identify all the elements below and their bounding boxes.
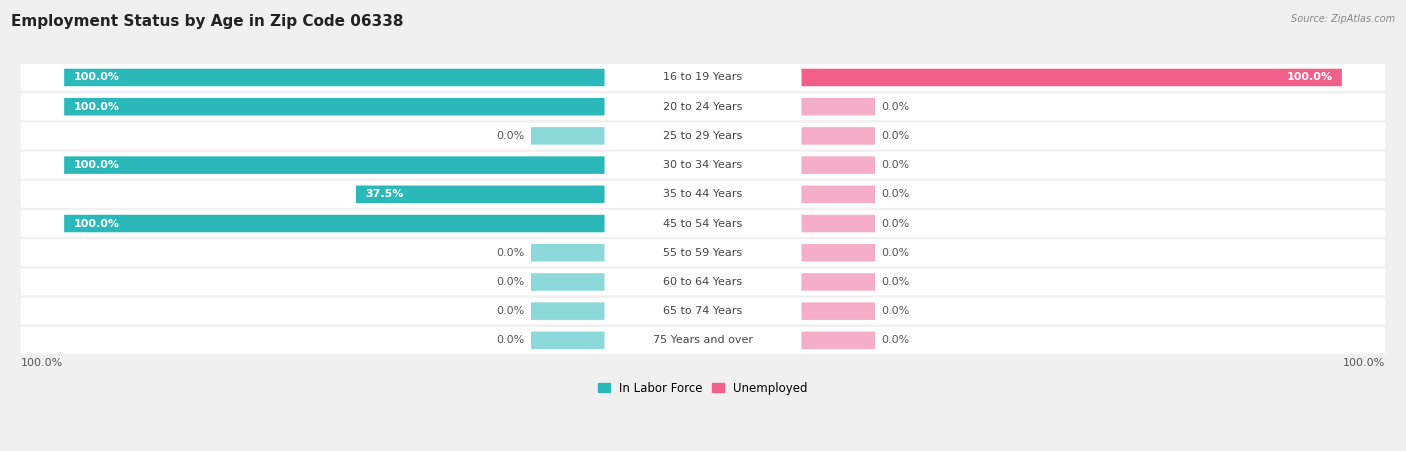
FancyBboxPatch shape	[605, 185, 801, 203]
Text: 0.0%: 0.0%	[882, 277, 910, 287]
Text: Source: ZipAtlas.com: Source: ZipAtlas.com	[1291, 14, 1395, 23]
Text: 100.0%: 100.0%	[73, 219, 120, 229]
Text: 0.0%: 0.0%	[496, 336, 524, 345]
FancyBboxPatch shape	[65, 156, 605, 174]
FancyBboxPatch shape	[531, 127, 605, 145]
Text: 0.0%: 0.0%	[882, 189, 910, 199]
FancyBboxPatch shape	[605, 127, 801, 145]
Text: 0.0%: 0.0%	[496, 248, 524, 258]
FancyBboxPatch shape	[605, 215, 801, 232]
Text: 45 to 54 Years: 45 to 54 Years	[664, 219, 742, 229]
Text: 30 to 34 Years: 30 to 34 Years	[664, 160, 742, 170]
Text: 0.0%: 0.0%	[882, 102, 910, 112]
Text: 37.5%: 37.5%	[366, 189, 404, 199]
Text: 100.0%: 100.0%	[73, 160, 120, 170]
Text: 0.0%: 0.0%	[882, 219, 910, 229]
FancyBboxPatch shape	[21, 268, 1385, 295]
Text: 60 to 64 Years: 60 to 64 Years	[664, 277, 742, 287]
FancyBboxPatch shape	[801, 331, 875, 349]
FancyBboxPatch shape	[801, 69, 1341, 86]
Text: 100.0%: 100.0%	[1343, 358, 1385, 368]
FancyBboxPatch shape	[21, 123, 1385, 149]
FancyBboxPatch shape	[605, 273, 801, 291]
FancyBboxPatch shape	[801, 302, 875, 320]
FancyBboxPatch shape	[801, 273, 875, 291]
FancyBboxPatch shape	[605, 244, 801, 262]
Text: 20 to 24 Years: 20 to 24 Years	[664, 102, 742, 112]
Text: 0.0%: 0.0%	[882, 131, 910, 141]
FancyBboxPatch shape	[21, 298, 1385, 325]
FancyBboxPatch shape	[21, 239, 1385, 266]
FancyBboxPatch shape	[605, 331, 801, 349]
FancyBboxPatch shape	[21, 152, 1385, 179]
Text: Employment Status by Age in Zip Code 06338: Employment Status by Age in Zip Code 063…	[11, 14, 404, 28]
Text: 0.0%: 0.0%	[882, 160, 910, 170]
FancyBboxPatch shape	[65, 215, 605, 232]
FancyBboxPatch shape	[531, 331, 605, 349]
FancyBboxPatch shape	[356, 185, 605, 203]
FancyBboxPatch shape	[21, 64, 1385, 91]
Text: 16 to 19 Years: 16 to 19 Years	[664, 73, 742, 83]
Text: 55 to 59 Years: 55 to 59 Years	[664, 248, 742, 258]
Text: 0.0%: 0.0%	[496, 277, 524, 287]
FancyBboxPatch shape	[531, 302, 605, 320]
Legend: In Labor Force, Unemployed: In Labor Force, Unemployed	[593, 377, 813, 400]
Text: 100.0%: 100.0%	[1286, 73, 1333, 83]
FancyBboxPatch shape	[21, 210, 1385, 237]
FancyBboxPatch shape	[21, 181, 1385, 208]
Text: 0.0%: 0.0%	[496, 306, 524, 316]
FancyBboxPatch shape	[21, 93, 1385, 120]
FancyBboxPatch shape	[801, 185, 875, 203]
Text: 75 Years and over: 75 Years and over	[652, 336, 754, 345]
Text: 0.0%: 0.0%	[882, 336, 910, 345]
FancyBboxPatch shape	[531, 244, 605, 262]
FancyBboxPatch shape	[531, 273, 605, 291]
Text: 100.0%: 100.0%	[21, 358, 63, 368]
Text: 35 to 44 Years: 35 to 44 Years	[664, 189, 742, 199]
FancyBboxPatch shape	[801, 215, 875, 232]
FancyBboxPatch shape	[65, 69, 605, 86]
Text: 65 to 74 Years: 65 to 74 Years	[664, 306, 742, 316]
Text: 0.0%: 0.0%	[882, 306, 910, 316]
FancyBboxPatch shape	[605, 302, 801, 320]
FancyBboxPatch shape	[801, 98, 875, 115]
Text: 100.0%: 100.0%	[73, 102, 120, 112]
Text: 25 to 29 Years: 25 to 29 Years	[664, 131, 742, 141]
Text: 0.0%: 0.0%	[496, 131, 524, 141]
Text: 100.0%: 100.0%	[73, 73, 120, 83]
FancyBboxPatch shape	[605, 69, 801, 86]
FancyBboxPatch shape	[801, 244, 875, 262]
FancyBboxPatch shape	[605, 98, 801, 115]
FancyBboxPatch shape	[21, 327, 1385, 354]
FancyBboxPatch shape	[801, 127, 875, 145]
FancyBboxPatch shape	[65, 98, 605, 115]
Text: 0.0%: 0.0%	[882, 248, 910, 258]
FancyBboxPatch shape	[801, 156, 875, 174]
FancyBboxPatch shape	[605, 156, 801, 174]
